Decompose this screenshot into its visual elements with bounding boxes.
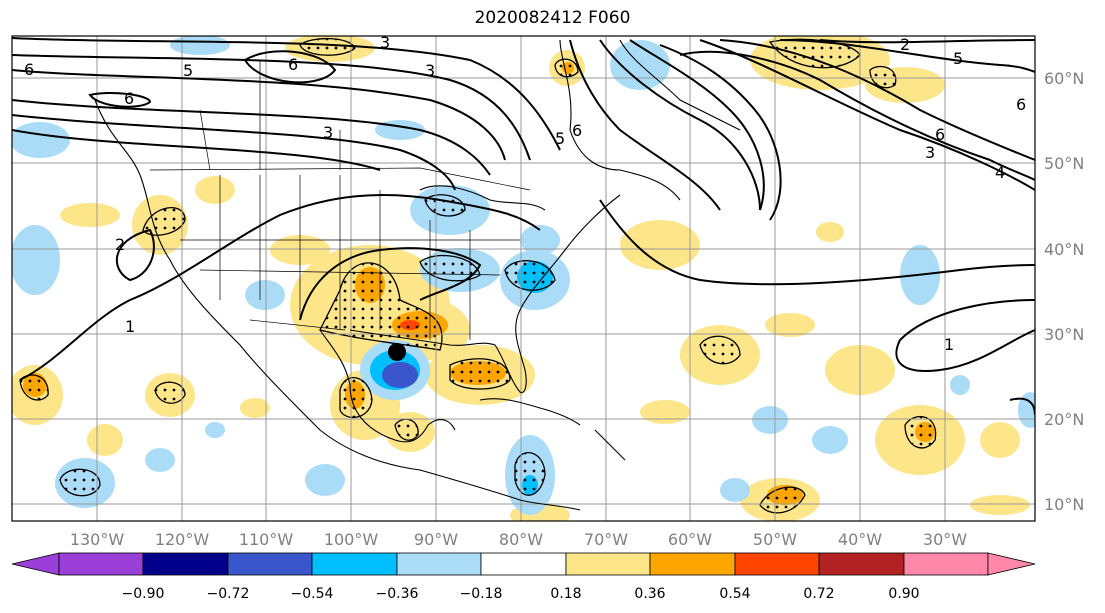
latitude-labels: 60°N 50°N 40°N 30°N 20°N 10°N [1044,69,1084,514]
svg-text:2: 2 [115,235,125,254]
svg-text:2: 2 [900,35,910,54]
colorbar-segment [565,552,651,576]
graticule [12,36,1035,521]
svg-text:110°W: 110°W [239,530,294,549]
svg-text:60°N: 60°N [1044,69,1084,88]
political-borders [149,60,531,340]
svg-text:3: 3 [425,61,435,80]
colorbar-segment [649,552,736,576]
map-frame [11,35,1036,522]
svg-text:1: 1 [125,317,135,336]
svg-text:30°W: 30°W [923,530,967,549]
svg-text:4: 4 [995,163,1005,182]
svg-text:−0.54: −0.54 [291,586,334,602]
svg-text:50°N: 50°N [1044,154,1084,173]
svg-text:6: 6 [288,55,298,74]
svg-text:40°W: 40°W [838,530,882,549]
colorbar-segment [311,552,398,576]
colorbar-segment [734,552,820,576]
svg-text:0.90: 0.90 [888,586,919,602]
map-title: 2020082412 F060 [474,8,631,28]
longitude-labels: 130°W 120°W 110°W 100°W 90°W 80°W 70°W 6… [70,530,967,549]
svg-text:−0.18: −0.18 [460,586,503,602]
colorbar-segment [227,552,313,576]
svg-text:6: 6 [935,125,945,144]
svg-text:40°N: 40°N [1044,240,1084,259]
svg-text:3: 3 [323,123,333,142]
svg-text:0.54: 0.54 [719,586,750,602]
svg-text:−0.72: −0.72 [207,586,250,602]
svg-text:50°W: 50°W [753,530,797,549]
svg-text:6: 6 [24,60,34,79]
colorbar-segment [903,552,989,576]
svg-text:60°W: 60°W [668,530,712,549]
svg-text:100°W: 100°W [324,530,379,549]
colorbar [11,552,1036,576]
colorbar-segment [142,552,229,576]
colorbar-segment [818,552,905,576]
colorbar-labels: −0.90 −0.72 −0.54 −0.36 −0.18 0.18 0.36 … [122,586,920,602]
svg-text:0.36: 0.36 [634,586,665,602]
svg-text:5: 5 [953,49,963,68]
svg-text:3: 3 [380,33,390,52]
svg-text:3: 3 [925,143,935,162]
svg-text:6: 6 [572,121,582,140]
svg-text:0.18: 0.18 [550,586,581,602]
contour-lines [12,37,1035,416]
colorbar-segment [396,552,482,576]
svg-text:130°W: 130°W [70,530,125,549]
contour-annotations: 6 5 6 6 3 3 3 5 6 2 5 6 6 3 4 2 1 1 [24,33,1026,354]
colorbar-segment [987,552,1036,576]
colorbar-segment [58,552,144,576]
significance-stippling [19,37,937,514]
svg-text:80°W: 80°W [499,530,543,549]
svg-text:30°N: 30°N [1044,325,1084,344]
svg-text:1: 1 [944,335,954,354]
storm-center-marker [388,343,406,361]
svg-text:20°N: 20°N [1044,410,1084,429]
svg-text:120°W: 120°W [155,530,210,549]
map-area: 6 5 6 6 3 3 3 5 6 2 5 6 6 3 4 2 1 1 [12,33,1035,521]
colorbar-segment [11,552,60,576]
svg-text:5: 5 [183,61,193,80]
svg-text:−0.36: −0.36 [376,586,419,602]
svg-text:−0.90: −0.90 [122,586,165,602]
svg-text:70°W: 70°W [584,530,628,549]
svg-text:5: 5 [555,129,565,148]
svg-text:10°N: 10°N [1044,495,1084,514]
coastlines [94,39,741,511]
colorbar-segment [480,552,567,576]
svg-text:6: 6 [124,89,134,108]
svg-text:6: 6 [1016,95,1026,114]
svg-text:0.72: 0.72 [803,586,834,602]
svg-text:90°W: 90°W [414,530,458,549]
